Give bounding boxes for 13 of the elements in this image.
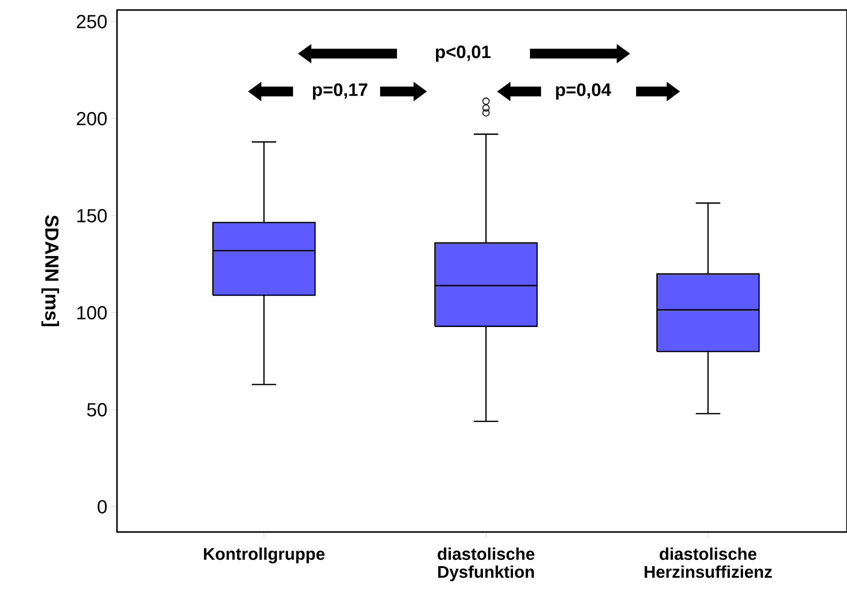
annotation: p<0,01 [436,46,491,62]
annotation: p=0,17 [312,83,368,100]
y-tick-label: 250 [76,14,107,28]
x-tick-label: diastolische Herzinsuffizienz [644,548,772,578]
y-tick-label: 0 [98,500,107,514]
x-tick-label: Kontrollgruppe [204,548,325,564]
y-tick-label: 200 [76,112,107,126]
y-tick-label: 100 [77,306,107,320]
annotation: p=0,04 [556,83,612,100]
y-axis-title: SDANN [ms] [41,215,60,326]
y-tick-label: 50 [87,403,107,416]
y-tick-label: 150 [77,208,107,222]
x-tick-label: diastolische Dysfunktion [438,548,534,582]
